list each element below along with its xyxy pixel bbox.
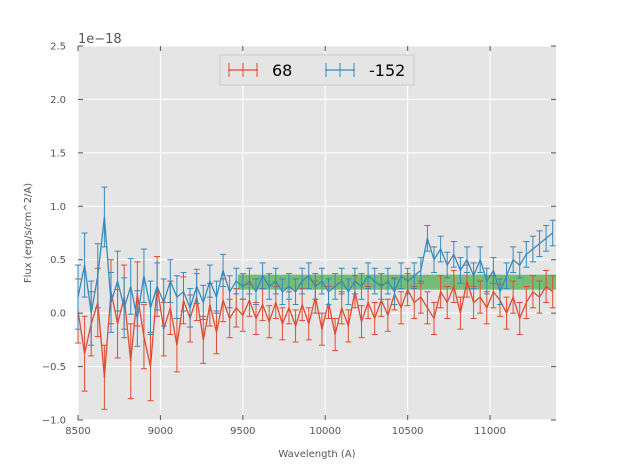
x-tick-label: 10500 bbox=[392, 426, 424, 437]
y-tick-label: 1.5 bbox=[50, 148, 66, 159]
flux-band bbox=[237, 274, 556, 290]
y-tick-label: 2.5 bbox=[50, 42, 66, 53]
y-tick-label: 0.0 bbox=[50, 309, 66, 320]
x-tick-label: 11000 bbox=[474, 426, 506, 437]
series-line bbox=[77, 216, 554, 319]
y-tick-label: 1.0 bbox=[50, 202, 66, 213]
legend-label: 68 bbox=[272, 61, 292, 80]
y-tick-label: −1.0 bbox=[42, 416, 66, 427]
y-tick-label: 0.5 bbox=[50, 255, 66, 266]
y-tick-label: −0.5 bbox=[42, 362, 66, 373]
legend: 68 -152 bbox=[219, 54, 415, 86]
series-layer bbox=[75, 186, 556, 410]
plot-area bbox=[78, 46, 556, 420]
legend-label: -152 bbox=[369, 61, 405, 80]
axis-ticks: 8500 9000 9500 10000 10500 11000 −1.0 −0.5 0.0 0.… bbox=[42, 42, 556, 437]
series-neg152 bbox=[75, 186, 556, 347]
x-axis-label: Wavelength (A) bbox=[278, 449, 355, 460]
x-tick-label: 10000 bbox=[309, 426, 341, 437]
y-axis-label: Flux (erg/s/cm^2/A) bbox=[23, 183, 34, 283]
offset-label: 1e−18 bbox=[78, 32, 122, 47]
grid bbox=[77, 45, 556, 421]
y-tick-label: 2.0 bbox=[50, 95, 66, 106]
x-tick-label: 8500 bbox=[65, 426, 90, 437]
x-tick-label: 9000 bbox=[148, 426, 173, 437]
x-tick-label: 9500 bbox=[230, 426, 255, 437]
